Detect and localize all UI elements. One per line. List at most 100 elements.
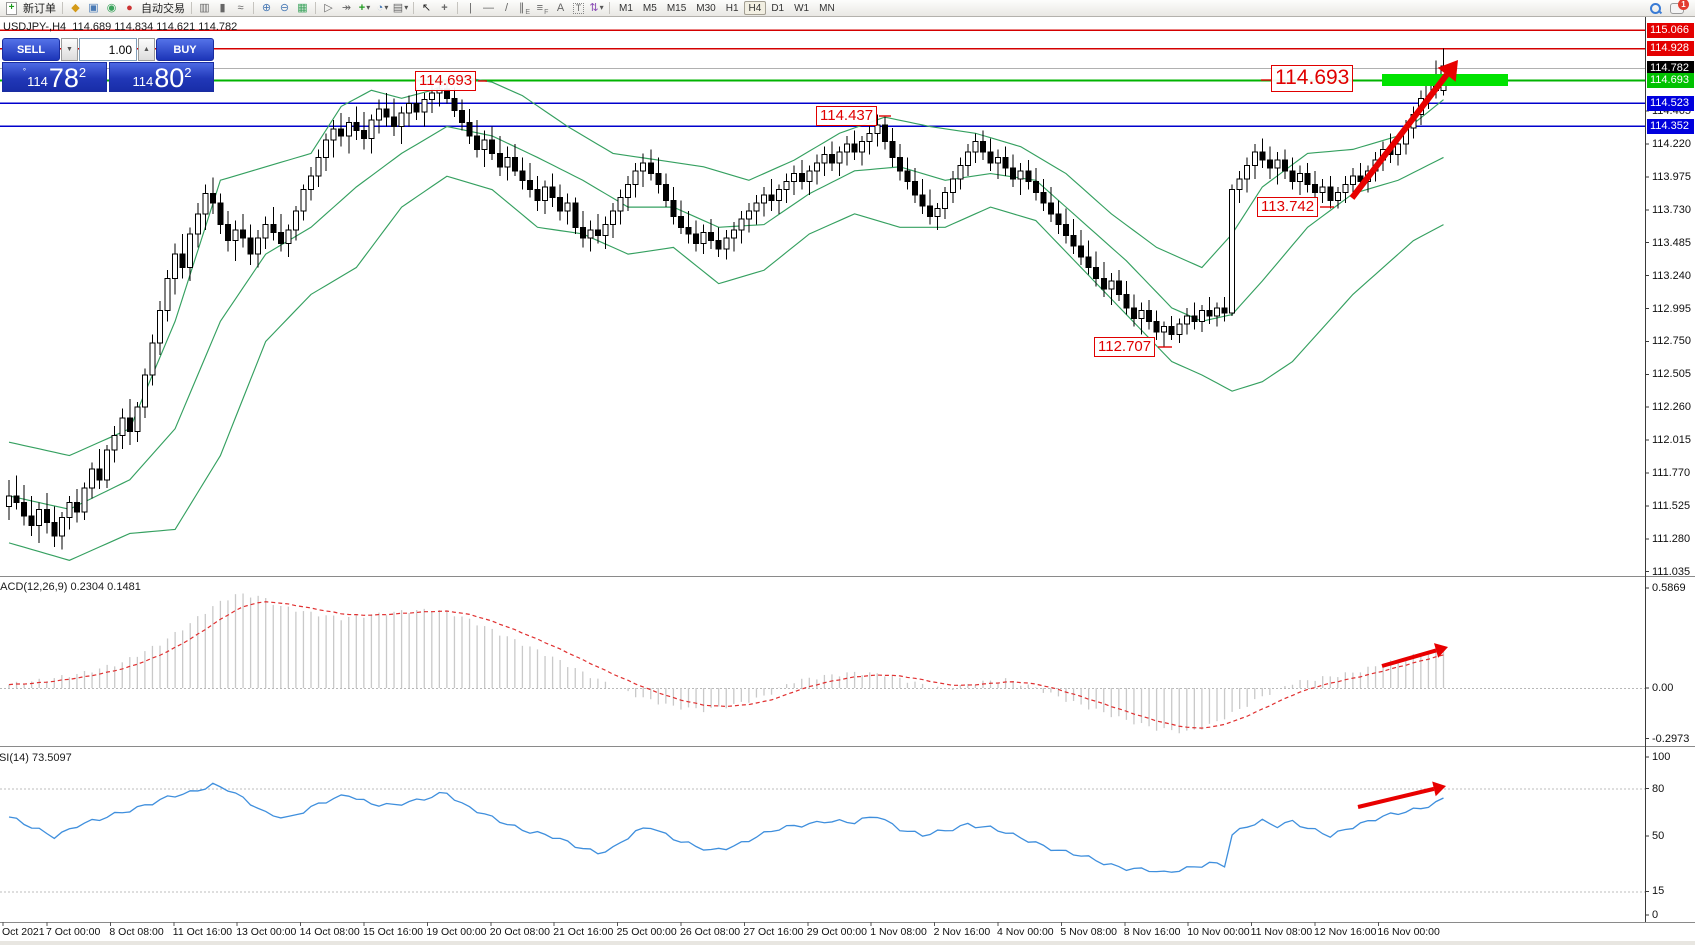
vertical-line-button[interactable]: | — [462, 1, 479, 16]
new-order-button[interactable]: + — [3, 1, 20, 16]
rsi-axis-tick: 15 — [1652, 885, 1665, 898]
zoom-in-button[interactable]: ⊕ — [258, 1, 275, 16]
timeframe-button-H1[interactable]: H1 — [725, 3, 739, 14]
templates-button[interactable]: ▤ ▾ — [392, 1, 409, 16]
chart-shift-button[interactable]: ▷ — [320, 1, 337, 16]
periods-button[interactable]: ◔ ▾ — [374, 1, 391, 16]
timeframe-button-M5[interactable]: M5 — [642, 3, 657, 14]
chevron-down-icon: ▾ — [384, 3, 389, 12]
eraser-button[interactable]: ◆ — [67, 1, 84, 16]
trendline-button[interactable]: / — [498, 1, 515, 16]
equidistant-channel-button[interactable]: ∥ E — [518, 1, 531, 16]
time-axis-label: 13 Oct 00:00 — [236, 926, 297, 938]
candle — [104, 449, 111, 481]
chevron-down-icon: ▾ — [599, 3, 604, 12]
autotrading-button[interactable]: ● — [121, 1, 138, 16]
candle — [428, 92, 435, 101]
price-annotation[interactable]: 113.742 — [1257, 197, 1319, 217]
trend-arrow[interactable] — [1381, 648, 1437, 668]
trend-arrow[interactable] — [1349, 72, 1450, 200]
fibonacci-button[interactable]: ≡ F — [536, 1, 549, 16]
sell-price-display[interactable]: ° 114 78 2 — [2, 62, 107, 92]
candle — [353, 122, 360, 132]
chat-icon[interactable]: 1 — [1670, 0, 1689, 14]
candle — [640, 162, 647, 172]
candle — [995, 156, 1002, 164]
candle — [927, 205, 934, 218]
price-axis-tick: 111.770 — [1652, 467, 1691, 480]
tile-windows-button[interactable]: ▦ — [294, 1, 311, 16]
arrows-button[interactable]: ⇅ ▾ — [588, 1, 605, 16]
auto-scroll-button[interactable]: ↠ — [338, 1, 355, 16]
candle — [549, 186, 556, 199]
candle — [836, 151, 843, 164]
timeframe-button-M1[interactable]: M1 — [619, 3, 633, 14]
price-axis-tick: 112.995 — [1652, 302, 1691, 315]
vertical-line-icon: | — [469, 1, 472, 14]
time-axis-label: 14 Oct 08:00 — [299, 926, 360, 938]
candle — [1017, 170, 1024, 180]
candle — [685, 226, 692, 235]
line-chart-button[interactable]: ≈ — [232, 1, 249, 16]
price-annotation[interactable]: 112.707 — [1094, 337, 1156, 357]
autotrading-label[interactable]: 自动交易 — [141, 3, 185, 15]
candle — [949, 178, 956, 193]
rsi-line — [8, 782, 1444, 873]
timeframe-button-W1[interactable]: W1 — [794, 3, 810, 14]
candle — [979, 140, 986, 153]
new-order-label[interactable]: 新订单 — [23, 3, 56, 15]
notification-badge: 1 — [1678, 0, 1689, 10]
cursor-button[interactable]: ↖ — [418, 1, 435, 16]
timeframe-button-M30[interactable]: M30 — [696, 3, 716, 14]
auto-scroll-icon: ↠ — [341, 1, 352, 14]
volume-decrease-button[interactable]: ▼ — [61, 38, 78, 61]
zoom-in-icon: ⊕ — [261, 1, 272, 14]
price-annotation[interactable]: 114.693 — [415, 71, 477, 91]
candle — [368, 119, 375, 140]
equidistant-channel-icon: ∥ — [518, 1, 525, 14]
crosshair-button[interactable]: + — [436, 1, 453, 16]
sell-button[interactable]: SELL — [2, 38, 60, 61]
candle — [806, 170, 813, 183]
zoom-out-button[interactable]: ⊖ — [276, 1, 293, 16]
candle — [1334, 191, 1341, 201]
add-indicator-button[interactable]: + ▾ — [356, 1, 373, 16]
candle — [300, 189, 307, 212]
timeframe-button-H4[interactable]: H4 — [743, 1, 767, 15]
candle — [715, 240, 722, 250]
signals-button[interactable]: ◉ — [103, 1, 120, 16]
candle — [345, 122, 352, 137]
candle — [813, 162, 820, 172]
fibonacci-icon: ≡ — [536, 1, 544, 14]
price-annotation[interactable]: 114.693 — [1271, 65, 1354, 92]
time-axis-label: 26 Oct 08:00 — [680, 926, 741, 938]
candle — [1055, 213, 1062, 226]
text-button[interactable]: A — [552, 1, 569, 16]
text-label-button[interactable]: T — [570, 1, 587, 16]
search-icon[interactable] — [1649, 2, 1662, 15]
time-axis-label: 16 Nov 00:00 — [1377, 926, 1440, 938]
timeframe-button-D1[interactable]: D1 — [771, 3, 785, 14]
candle — [1349, 175, 1356, 185]
sell-price-big: 78 — [48, 62, 79, 92]
candlestick-chart-button[interactable]: ▮ — [214, 1, 231, 16]
price-annotation[interactable]: 114.437 — [816, 106, 878, 126]
price-tag: 114.928 — [1647, 41, 1694, 57]
buy-price-display[interactable]: 114 80 2 — [109, 62, 214, 92]
volume-increase-button[interactable]: ▲ — [138, 38, 155, 61]
cursor-icon: ↖ — [421, 1, 432, 14]
time-axis-label: 8 Oct 08:00 — [109, 926, 164, 938]
timeframe-button-MN[interactable]: MN — [819, 3, 835, 14]
trend-arrow[interactable] — [1357, 786, 1435, 809]
volume-input[interactable]: 1.00 — [79, 38, 137, 61]
bar-chart-button[interactable]: ▥ — [196, 1, 213, 16]
macd-axis-tick: 0.00 — [1652, 682, 1674, 694]
buy-button[interactable]: BUY — [156, 38, 214, 61]
chart-window-button[interactable]: ▣ — [85, 1, 102, 16]
candle — [383, 108, 390, 118]
candle — [1297, 173, 1304, 183]
horizontal-line-button[interactable]: — — [480, 1, 497, 16]
timeframe-button-M15[interactable]: M15 — [666, 3, 687, 14]
